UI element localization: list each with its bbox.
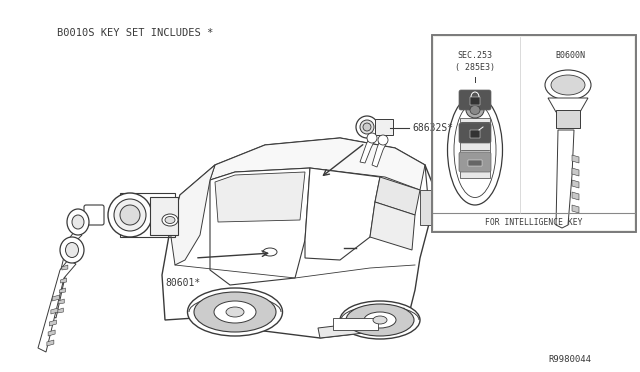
Polygon shape [49,320,56,326]
Polygon shape [52,295,60,301]
FancyBboxPatch shape [468,160,482,166]
Polygon shape [572,180,579,188]
Text: B0010S KEY SET INCLUDES *: B0010S KEY SET INCLUDES * [57,28,213,38]
Polygon shape [556,130,574,228]
Polygon shape [61,278,67,283]
Ellipse shape [378,135,388,145]
Ellipse shape [165,217,175,224]
FancyBboxPatch shape [470,97,480,105]
FancyBboxPatch shape [459,90,491,110]
Ellipse shape [188,288,282,336]
FancyBboxPatch shape [333,318,378,330]
FancyBboxPatch shape [459,152,491,172]
Ellipse shape [65,243,79,257]
Ellipse shape [364,312,396,328]
Text: FOR INTELLIGENCE KEY: FOR INTELLIGENCE KEY [485,218,583,227]
Ellipse shape [454,103,496,198]
Polygon shape [372,140,387,167]
Polygon shape [572,155,579,163]
FancyBboxPatch shape [556,110,580,128]
Polygon shape [370,202,415,250]
Ellipse shape [340,301,420,339]
Ellipse shape [447,95,502,205]
Polygon shape [47,340,54,346]
Ellipse shape [551,75,585,95]
Polygon shape [50,232,82,318]
Polygon shape [305,168,380,260]
Polygon shape [62,265,68,270]
Polygon shape [572,168,579,176]
Polygon shape [48,330,55,336]
Ellipse shape [108,193,152,237]
FancyBboxPatch shape [470,130,480,138]
FancyBboxPatch shape [84,205,104,225]
FancyBboxPatch shape [420,190,434,225]
Ellipse shape [120,205,140,225]
Polygon shape [548,98,588,112]
Ellipse shape [60,237,84,263]
Ellipse shape [67,209,89,235]
Polygon shape [572,192,579,200]
FancyBboxPatch shape [460,118,490,178]
Polygon shape [170,165,215,265]
Ellipse shape [162,214,178,226]
Text: ( 285E3): ( 285E3) [455,62,495,71]
FancyBboxPatch shape [434,37,634,230]
Ellipse shape [346,304,414,336]
Text: R9980044: R9980044 [548,356,591,365]
Text: SEC.253: SEC.253 [458,51,493,60]
Ellipse shape [72,215,84,229]
Ellipse shape [263,248,277,256]
Polygon shape [215,172,305,222]
Polygon shape [210,168,310,285]
Polygon shape [60,288,65,293]
Ellipse shape [226,307,244,317]
Polygon shape [58,299,64,304]
Ellipse shape [367,133,377,143]
FancyBboxPatch shape [432,35,636,232]
Ellipse shape [356,116,378,138]
Polygon shape [572,205,579,213]
Polygon shape [210,138,425,190]
Ellipse shape [194,292,276,332]
Ellipse shape [360,120,374,134]
Ellipse shape [470,106,480,115]
Polygon shape [38,260,76,352]
Polygon shape [58,308,63,313]
Text: 80601*: 80601* [165,278,200,288]
Text: B0600N: B0600N [555,51,585,60]
Ellipse shape [466,102,484,118]
Ellipse shape [363,123,371,131]
Text: 68632S*: 68632S* [412,123,453,133]
Ellipse shape [373,316,387,324]
Polygon shape [51,308,58,314]
Ellipse shape [214,301,256,323]
FancyBboxPatch shape [375,119,393,135]
Polygon shape [318,308,408,338]
FancyBboxPatch shape [459,123,491,143]
Ellipse shape [545,70,591,100]
FancyBboxPatch shape [150,197,178,235]
Polygon shape [162,138,435,338]
Polygon shape [375,177,420,215]
Polygon shape [360,138,375,163]
Ellipse shape [114,199,146,231]
